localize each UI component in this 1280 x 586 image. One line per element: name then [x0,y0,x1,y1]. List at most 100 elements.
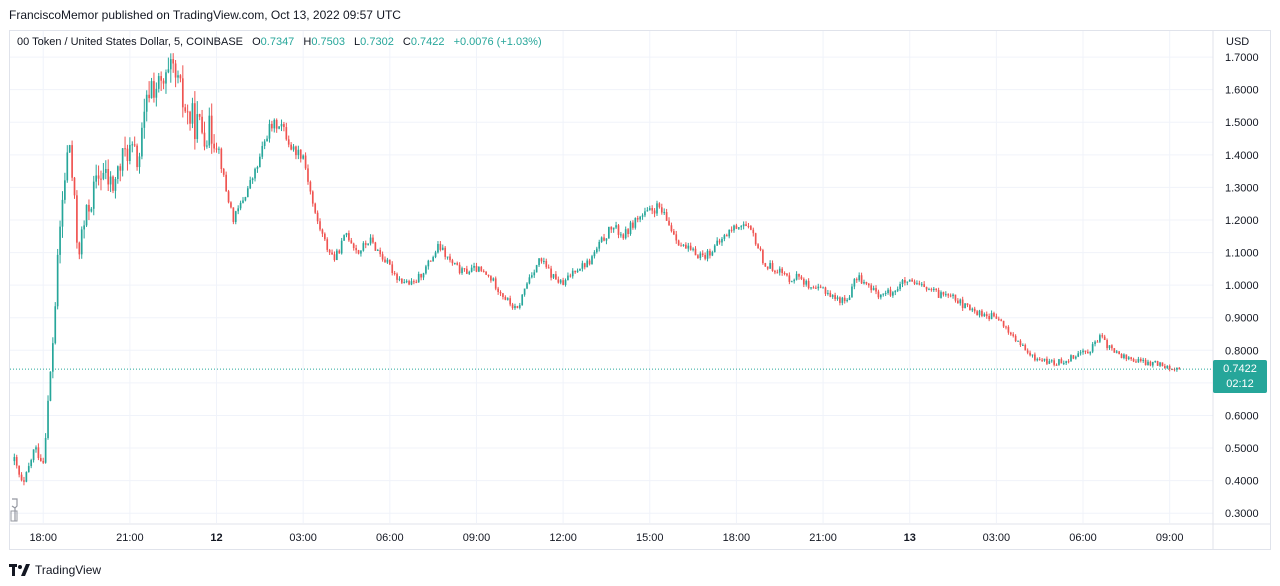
zoom-handle-icon[interactable] [10,497,20,523]
candle-body [295,146,297,156]
candle-body [237,208,240,212]
x-tick-label: 18:00 [723,532,751,544]
candle-body [1135,361,1137,363]
candle-body [841,297,844,303]
tradingview-logo-icon [9,564,30,576]
candle-body [376,250,379,252]
candle-body [632,222,634,228]
candle-body [167,69,170,73]
currency-label[interactable]: USD [1226,36,1250,48]
candle-body [208,115,211,146]
candle-body [569,275,572,277]
candle-body [988,316,990,320]
candle-body [877,291,880,298]
y-tick-label: 1.0000 [1225,280,1259,292]
x-tick-label: 06:00 [1069,532,1097,544]
candle-body [969,305,971,311]
candle-body [892,292,894,296]
candle-body [78,242,81,255]
candle-body [109,176,112,185]
candle-body [723,235,726,239]
candle-body [355,248,357,251]
candle-body [1002,320,1005,327]
high-value: 0.7503 [311,36,345,48]
candle-body [114,178,117,191]
candle-body [634,218,637,228]
x-tick-label: 12:00 [549,532,577,544]
candle-body [677,240,680,246]
candle-body [280,124,283,127]
candle-body [367,243,369,245]
candle-body [752,229,755,234]
y-tick-label: 0.5000 [1225,443,1259,455]
candle-body [323,233,326,240]
candle-body [316,212,319,222]
candle-body [39,458,42,461]
tradingview-brand[interactable]: TradingView [35,563,102,577]
candle-body [239,202,242,209]
candle-body [993,313,995,317]
candle-body [745,224,747,227]
candle-body [583,263,586,268]
candle-body [629,222,632,234]
candle-body [506,298,509,300]
candle-body [805,280,808,285]
candle-body [191,103,194,124]
candle-body [1118,351,1120,354]
candle-body [437,243,439,253]
candle-body [446,256,449,258]
candle-body [1096,341,1099,343]
candle-body [112,176,114,191]
candle-body [591,256,593,265]
candle-body [694,248,697,256]
candle-body [85,204,88,226]
candle-body [242,200,244,203]
candle-body [307,168,309,182]
candle-body [1125,354,1128,360]
candle-body [822,287,824,289]
candle-body [812,287,815,289]
x-tick-label: 03:00 [983,532,1011,544]
candle-body [196,114,199,140]
candle-body [251,178,254,181]
symbol-title[interactable]: 00 Token / United States Dollar, 5, COIN… [17,36,244,48]
candle-body [297,149,300,156]
candle-body [735,225,738,229]
candle-body [104,168,107,173]
candle-body [384,259,386,263]
candle-body [940,292,942,298]
candle-body [30,460,33,467]
candle-body [59,226,61,255]
candle-body [964,303,966,309]
candle-body [884,293,887,295]
candle-body [1029,352,1031,356]
candle-body [827,292,829,294]
candle-body [644,211,646,216]
candle-body [470,267,473,272]
candle-body [680,245,682,247]
candle-body [429,260,432,262]
candle-body [918,283,921,285]
candle-body [1084,350,1087,352]
candle-body [403,282,406,284]
candle-body [487,274,490,277]
candle-body [1046,358,1048,364]
candle-body [160,76,162,81]
candle-body [1091,344,1094,352]
candle-body [846,299,848,302]
candle-body [865,281,868,284]
candle-body [391,264,394,273]
candle-body [107,168,110,185]
x-tick-label: 06:00 [376,532,404,544]
publish-header: FranciscoMemor published on TradingView.… [0,0,1280,30]
candle-body [261,145,264,157]
candle-body [990,313,993,320]
chart-frame[interactable] [9,30,1271,550]
candle-body [492,278,495,281]
candle-body [1164,366,1166,369]
candle-body [733,225,735,231]
candle-body [949,295,952,297]
candle-body [1111,345,1113,349]
candle-body [227,191,230,203]
